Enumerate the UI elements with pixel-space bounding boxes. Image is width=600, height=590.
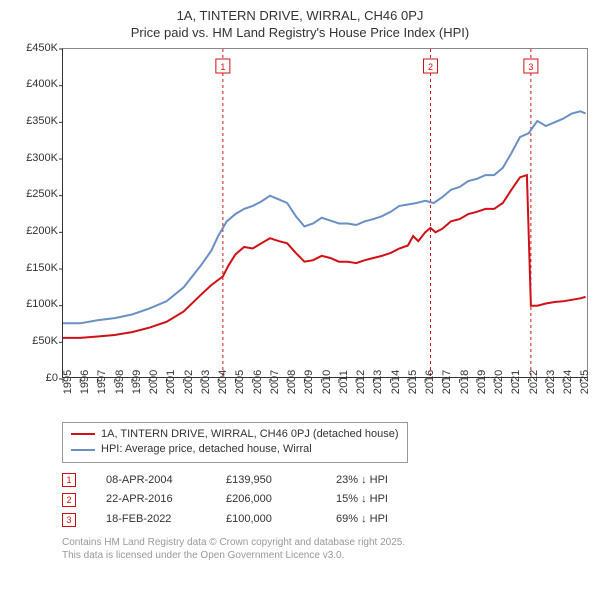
sale-price-0: £139,950: [226, 471, 306, 491]
ytick-label: £300K: [12, 152, 58, 164]
legend-swatch-1: [71, 449, 95, 451]
ytick-label: £50K: [12, 335, 58, 347]
xtick-label: 2016: [424, 370, 436, 394]
sale-diff-2: 69% ↓ HPI: [336, 510, 436, 530]
xtick-label: 2007: [269, 370, 281, 394]
xtick-label: 1996: [79, 370, 91, 394]
sale-price-2: £100,000: [226, 510, 306, 530]
ytick-label: £400K: [12, 78, 58, 90]
ytick-label: £450K: [12, 42, 58, 54]
legend-swatch-0: [71, 433, 95, 435]
xtick-label: 2018: [459, 370, 471, 394]
series-property: [63, 175, 586, 338]
svg-text:1: 1: [220, 62, 225, 72]
xtick-label: 2011: [338, 370, 350, 394]
svg-text:2: 2: [428, 62, 433, 72]
legend-label-0: 1A, TINTERN DRIVE, WIRRAL, CH46 0PJ (det…: [101, 427, 399, 442]
legend-row-0: 1A, TINTERN DRIVE, WIRRAL, CH46 0PJ (det…: [71, 427, 399, 442]
ytick-label: £150K: [12, 262, 58, 274]
xtick-label: 2020: [493, 370, 505, 394]
ytick-label: £200K: [12, 225, 58, 237]
title-line1: 1A, TINTERN DRIVE, WIRRAL, CH46 0PJ: [12, 8, 588, 25]
sale-marker-2: 3: [62, 513, 76, 527]
xtick-label: 2003: [200, 370, 212, 394]
xtick-label: 2000: [148, 370, 160, 394]
xtick-label: 2022: [528, 370, 540, 394]
sales-row-2: 3 18-FEB-2022 £100,000 69% ↓ HPI: [62, 510, 588, 530]
ytick-label: £350K: [12, 115, 58, 127]
legend-row-1: HPI: Average price, detached house, Wirr…: [71, 442, 399, 457]
sales-row-1: 2 22-APR-2016 £206,000 15% ↓ HPI: [62, 490, 588, 510]
xtick-label: 2006: [252, 370, 264, 394]
xtick-label: 2010: [321, 370, 333, 394]
sale-price-1: £206,000: [226, 490, 306, 510]
xtick-label: 2025: [579, 370, 591, 394]
title-block: 1A, TINTERN DRIVE, WIRRAL, CH46 0PJ Pric…: [12, 8, 588, 42]
chart-svg: 1 2 3: [63, 49, 587, 377]
xtick-label: 2023: [545, 370, 557, 394]
sale-marker-0: 1: [62, 473, 76, 487]
xtick-label: 1998: [114, 370, 126, 394]
sales-row-0: 1 08-APR-2004 £139,950 23% ↓ HPI: [62, 471, 588, 491]
xtick-label: 1999: [131, 370, 143, 394]
xtick-label: 2014: [390, 370, 402, 394]
ytick-label: £100K: [12, 298, 58, 310]
legend-label-1: HPI: Average price, detached house, Wirr…: [101, 442, 312, 457]
chart-container: 1A, TINTERN DRIVE, WIRRAL, CH46 0PJ Pric…: [0, 0, 600, 590]
xtick-label: 2002: [183, 370, 195, 394]
xtick-label: 2001: [165, 370, 177, 394]
xtick-label: 2009: [303, 370, 315, 394]
xtick-label: 2012: [355, 370, 367, 394]
sale-date-2: 18-FEB-2022: [106, 510, 196, 530]
xtick-label: 1997: [96, 370, 108, 394]
sale-date-0: 08-APR-2004: [106, 471, 196, 491]
sale-diff-1: 15% ↓ HPI: [336, 490, 436, 510]
xtick-label: 2015: [407, 370, 419, 394]
xtick-label: 2005: [234, 370, 246, 394]
xtick-label: 2008: [286, 370, 298, 394]
xtick-label: 2019: [476, 370, 488, 394]
legend: 1A, TINTERN DRIVE, WIRRAL, CH46 0PJ (det…: [62, 422, 408, 463]
footer-line1: Contains HM Land Registry data © Crown c…: [62, 536, 588, 549]
sale-marker-1: 2: [62, 493, 76, 507]
xtick-label: 2024: [562, 370, 574, 394]
title-line2: Price paid vs. HM Land Registry's House …: [12, 25, 588, 42]
xtick-label: 2017: [441, 370, 453, 394]
footer: Contains HM Land Registry data © Crown c…: [62, 536, 588, 562]
xtick-label: 2021: [510, 370, 522, 394]
ytick-label: £0: [12, 372, 58, 384]
series-hpi: [63, 111, 586, 323]
sale-date-1: 22-APR-2016: [106, 490, 196, 510]
svg-text:3: 3: [528, 62, 533, 72]
xtick-label: 1995: [62, 370, 74, 394]
footer-line2: This data is licensed under the Open Gov…: [62, 549, 588, 562]
plot-area: 1 2 3: [62, 48, 588, 378]
ytick-label: £250K: [12, 188, 58, 200]
sale-diff-0: 23% ↓ HPI: [336, 471, 436, 491]
chart-wrap: 1 2 3 £0 £50K £100K £150K £200K £250K £300K £350K…: [12, 48, 588, 418]
xtick-label: 2013: [372, 370, 384, 394]
sales-table: 1 08-APR-2004 £139,950 23% ↓ HPI 2 22-AP…: [62, 471, 588, 530]
xtick-label: 2004: [217, 370, 229, 394]
